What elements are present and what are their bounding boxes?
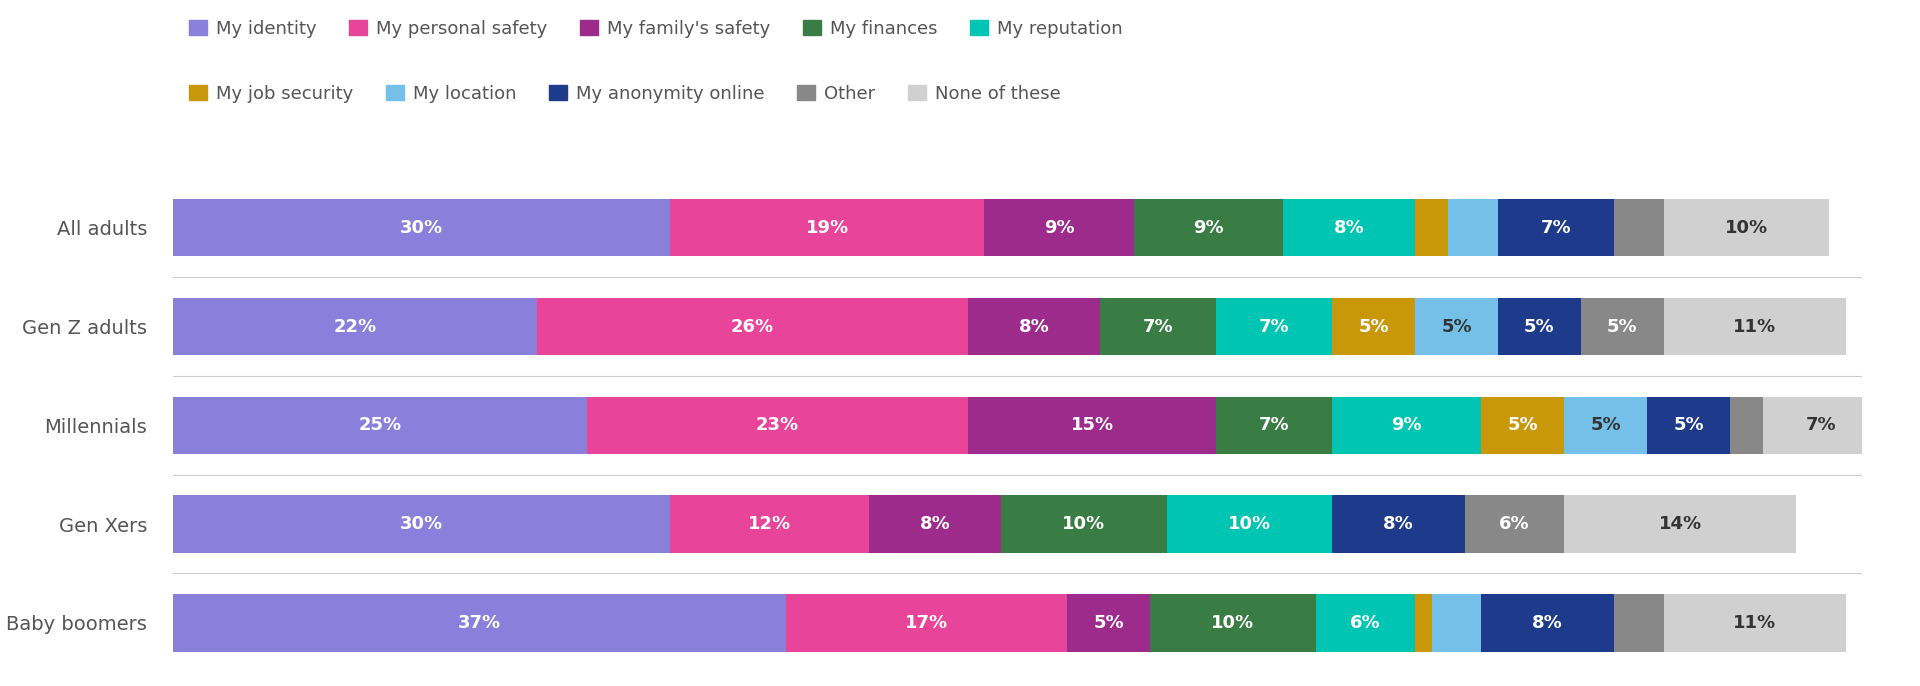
Bar <box>1565 397 1647 454</box>
Bar <box>173 495 670 553</box>
Bar <box>538 298 968 355</box>
Bar <box>1498 298 1580 355</box>
Text: 11%: 11% <box>1734 614 1776 632</box>
Bar <box>1730 397 1763 454</box>
Text: 30%: 30% <box>399 219 444 237</box>
Bar <box>1315 594 1415 652</box>
Text: 15%: 15% <box>1071 416 1114 434</box>
Text: 9%: 9% <box>1392 416 1423 434</box>
Text: 14%: 14% <box>1659 515 1701 533</box>
Bar <box>1283 199 1415 257</box>
Text: 37%: 37% <box>457 614 501 632</box>
Text: 8%: 8% <box>1532 614 1563 632</box>
Text: 8%: 8% <box>1382 515 1413 533</box>
Text: 10%: 10% <box>1062 515 1106 533</box>
Text: 5%: 5% <box>1524 318 1555 335</box>
Text: 10%: 10% <box>1229 515 1271 533</box>
Text: 9%: 9% <box>1192 219 1223 237</box>
Bar <box>173 397 588 454</box>
Bar <box>1763 397 1880 454</box>
Text: 12%: 12% <box>747 515 791 533</box>
Bar <box>1133 199 1283 257</box>
Bar <box>1580 298 1663 355</box>
Bar <box>1415 199 1448 257</box>
Text: 5%: 5% <box>1359 318 1388 335</box>
Bar <box>1482 594 1615 652</box>
Bar <box>173 199 670 257</box>
Text: 6%: 6% <box>1500 515 1530 533</box>
Text: 19%: 19% <box>806 219 849 237</box>
Bar <box>1465 495 1565 553</box>
Bar <box>670 495 868 553</box>
Text: 30%: 30% <box>399 515 444 533</box>
Bar <box>1217 397 1332 454</box>
Text: 8%: 8% <box>920 515 950 533</box>
Text: 8%: 8% <box>1020 318 1050 335</box>
Text: 17%: 17% <box>904 614 948 632</box>
Bar <box>1615 594 1663 652</box>
Text: 5%: 5% <box>1607 318 1638 335</box>
Text: 5%: 5% <box>1672 416 1703 434</box>
Bar <box>1565 495 1795 553</box>
Bar <box>1482 397 1565 454</box>
Text: 10%: 10% <box>1724 219 1768 237</box>
Bar <box>1332 495 1465 553</box>
Bar <box>1150 594 1315 652</box>
Text: 26%: 26% <box>732 318 774 335</box>
Bar <box>173 298 538 355</box>
Text: 25%: 25% <box>359 416 401 434</box>
Bar <box>1448 199 1498 257</box>
Legend: My identity, My personal safety, My family's safety, My finances, My reputation: My identity, My personal safety, My fami… <box>182 12 1131 45</box>
Bar <box>173 594 785 652</box>
Text: 5%: 5% <box>1507 416 1538 434</box>
Bar <box>670 199 985 257</box>
Text: 5%: 5% <box>1092 614 1123 632</box>
Bar <box>1663 594 1845 652</box>
Bar <box>1217 298 1332 355</box>
Bar <box>985 199 1133 257</box>
Text: 5%: 5% <box>1590 416 1620 434</box>
Bar <box>1415 298 1498 355</box>
Bar <box>968 298 1100 355</box>
Text: 7%: 7% <box>1142 318 1173 335</box>
Bar <box>1332 298 1415 355</box>
Bar <box>1432 594 1482 652</box>
Text: 22%: 22% <box>334 318 376 335</box>
Bar <box>1100 298 1217 355</box>
Text: 10%: 10% <box>1212 614 1254 632</box>
Text: 11%: 11% <box>1734 318 1776 335</box>
Text: 7%: 7% <box>1805 416 1836 434</box>
Bar <box>1000 495 1167 553</box>
Bar <box>1332 397 1482 454</box>
Text: 7%: 7% <box>1260 318 1290 335</box>
Bar <box>968 397 1217 454</box>
Bar <box>868 495 1000 553</box>
Text: 6%: 6% <box>1350 614 1380 632</box>
Bar <box>1663 199 1830 257</box>
Bar <box>1167 495 1332 553</box>
Text: 23%: 23% <box>756 416 799 434</box>
Bar <box>785 594 1068 652</box>
Bar <box>1498 199 1615 257</box>
Text: 9%: 9% <box>1044 219 1075 237</box>
Text: 5%: 5% <box>1442 318 1473 335</box>
Bar <box>1615 199 1663 257</box>
Text: 7%: 7% <box>1540 219 1571 237</box>
Bar <box>1068 594 1150 652</box>
Text: 8%: 8% <box>1334 219 1365 237</box>
Bar <box>588 397 968 454</box>
Bar <box>1663 298 1845 355</box>
Legend: My job security, My location, My anonymity online, Other, None of these: My job security, My location, My anonymi… <box>182 78 1068 110</box>
Bar <box>1415 594 1432 652</box>
Text: 7%: 7% <box>1260 416 1290 434</box>
Bar <box>1647 397 1730 454</box>
